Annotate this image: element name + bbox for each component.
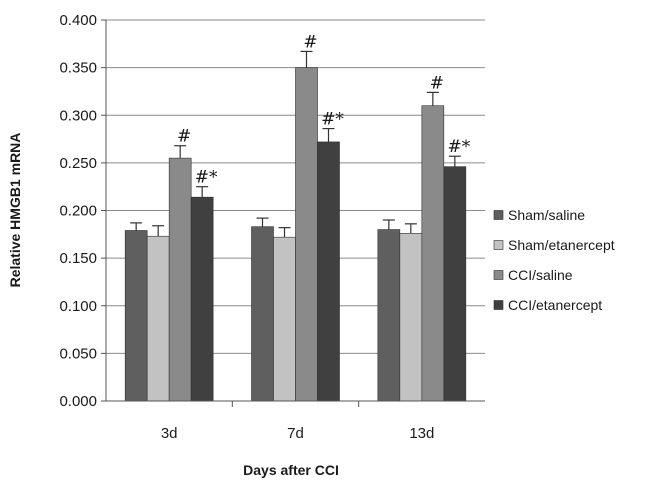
y-tick-label: 0.300 bbox=[59, 107, 97, 124]
x-tick-label: 13d bbox=[409, 425, 434, 442]
y-tick-label: 0.250 bbox=[59, 155, 97, 172]
y-tick-label: 0.050 bbox=[59, 345, 97, 362]
legend-swatch bbox=[493, 270, 504, 280]
significance-marker: # bbox=[303, 32, 317, 52]
significance-marker: # bbox=[430, 73, 444, 93]
legend-swatch bbox=[493, 240, 504, 250]
bar bbox=[295, 67, 318, 402]
legend-swatch bbox=[493, 210, 504, 220]
y-tick-label: 0.150 bbox=[59, 250, 97, 267]
y-tick-label: 0.100 bbox=[59, 298, 97, 315]
x-tick-label: 7d bbox=[287, 425, 304, 442]
bar bbox=[399, 233, 423, 402]
legend: Sham/saline Sham/etanercept CCI/saline CCI/… bbox=[493, 207, 615, 313]
y-tick-label: 0.350 bbox=[59, 60, 97, 77]
y-axis-title: Relative HMGB1 mRNA bbox=[7, 133, 23, 288]
bar bbox=[190, 196, 214, 402]
x-axis-ticks: 3d 7d 13d bbox=[161, 401, 434, 442]
bar bbox=[377, 229, 401, 402]
bar bbox=[273, 236, 296, 402]
legend-label: CCI/saline bbox=[508, 267, 573, 283]
bar bbox=[168, 157, 192, 402]
significance-marker: #* bbox=[195, 168, 218, 188]
legend-swatch bbox=[493, 300, 504, 310]
x-tick-label: 3d bbox=[161, 425, 178, 442]
y-tick-label: 0.000 bbox=[59, 393, 97, 410]
bar bbox=[146, 235, 170, 402]
x-axis-title: Days after CCI bbox=[243, 462, 339, 478]
legend-label: CCI/etanercept bbox=[508, 297, 602, 313]
significance-marker: # bbox=[177, 127, 191, 147]
y-axis-ticks: 0.000 0.050 0.100 0.150 0.200 0.250 0.300 0.350… bbox=[59, 12, 106, 410]
legend-label: Sham/etanercept bbox=[508, 237, 615, 253]
y-tick-label: 0.400 bbox=[59, 12, 97, 29]
bar bbox=[443, 166, 467, 402]
error-bars bbox=[130, 50, 461, 238]
significance-annotations: # #* # #* # #* bbox=[177, 32, 471, 187]
y-tick-label: 0.200 bbox=[59, 203, 97, 220]
legend-label: Sham/saline bbox=[508, 207, 585, 223]
bar bbox=[251, 226, 274, 402]
bar bbox=[124, 230, 148, 402]
significance-marker: #* bbox=[321, 110, 344, 130]
significance-marker: #* bbox=[447, 137, 470, 157]
bar bbox=[421, 105, 445, 402]
bar bbox=[317, 141, 340, 402]
bars bbox=[124, 67, 467, 402]
